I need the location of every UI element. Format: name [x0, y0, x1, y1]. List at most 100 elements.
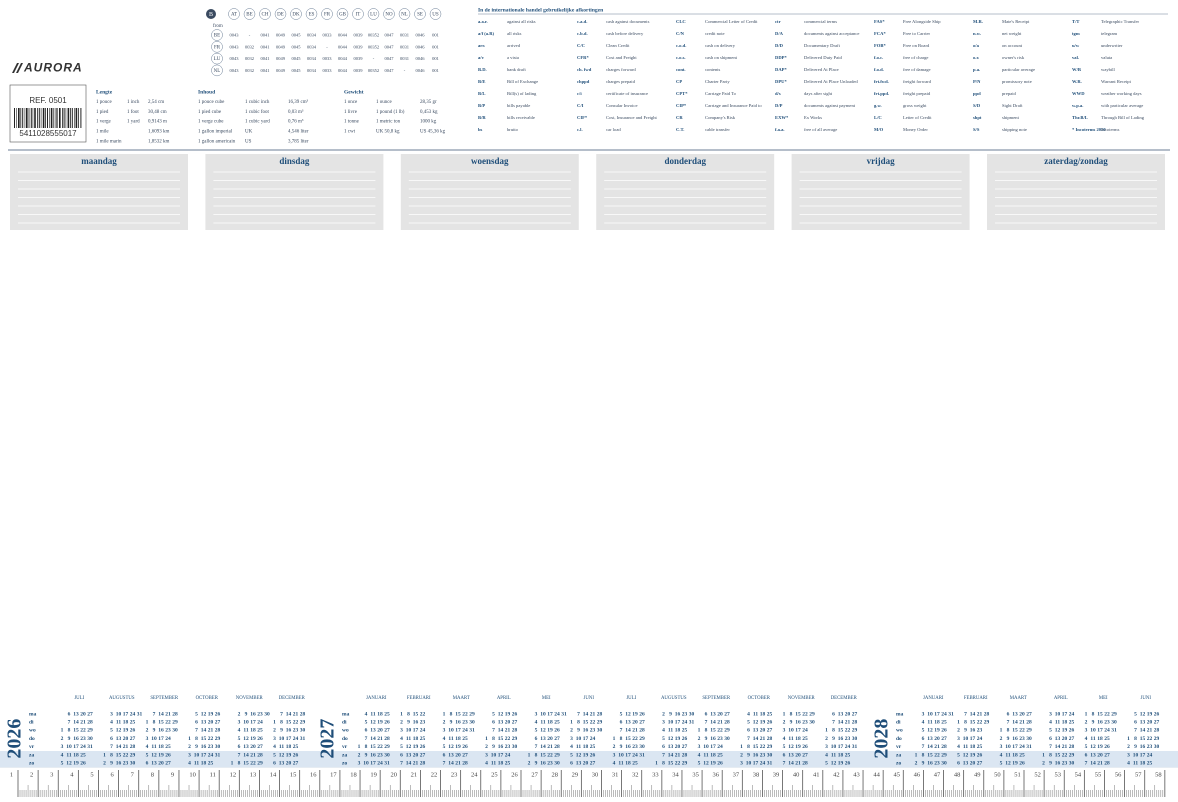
day-number: 19	[158, 752, 164, 758]
logo-stroke	[12, 63, 19, 73]
conversion-cell: 0,03 m³	[288, 109, 304, 115]
day-number: 8	[407, 711, 410, 717]
day-number: 27	[1069, 736, 1075, 742]
abbreviation-meaning: Delivered At Place Unloaded	[804, 79, 858, 84]
day-number: 1	[698, 728, 701, 734]
day-number: 28	[420, 760, 426, 766]
day-number: 15	[625, 736, 631, 742]
day-number: 25	[590, 744, 596, 750]
day-number: 28	[597, 711, 603, 717]
barcode-bar	[32, 108, 34, 128]
day-number: 19	[632, 711, 638, 717]
conversion-cell: 1 verge cube	[198, 120, 224, 125]
ruler-label-box	[992, 770, 1002, 779]
ruler-number: 11	[210, 771, 216, 778]
day-number: 19	[710, 760, 716, 766]
day-number: 31	[1111, 728, 1117, 734]
month-name: JUNI	[1141, 696, 1152, 701]
conversion-cell: UK	[245, 130, 253, 135]
day-number: 2	[238, 711, 241, 717]
country-to: B	[209, 12, 213, 18]
day-number: 16	[158, 728, 164, 734]
day-number: 5	[238, 736, 241, 742]
day-number: 20	[760, 728, 766, 734]
day-number: 15	[455, 711, 461, 717]
conversion-cell: 0,9143 m	[148, 120, 167, 125]
day-number: 21	[1097, 760, 1103, 766]
abbreviation-meaning: documents against payment	[804, 103, 856, 108]
day-number: 15	[1097, 711, 1103, 717]
day-number: 6	[783, 752, 786, 758]
day-number: 22	[1062, 752, 1068, 758]
abbreviation-meaning: valuta	[1101, 55, 1112, 60]
day-number: 27	[554, 736, 560, 742]
day-number: 3	[1049, 711, 1052, 717]
day-number: 18	[73, 752, 79, 758]
day-number: 29	[852, 728, 858, 734]
day-number: 25	[384, 711, 390, 717]
barcode-bar	[70, 108, 71, 128]
abbreviation: C.T.	[676, 127, 684, 132]
abbreviation: M/O	[874, 127, 884, 132]
month-name: APRIL	[497, 696, 511, 701]
abbreviation-meaning: telegram	[1101, 31, 1117, 36]
abbreviation-meaning: against all risks	[507, 19, 536, 24]
day-number: 12	[201, 711, 207, 717]
day-number: 20	[286, 760, 292, 766]
day-number: 14	[406, 760, 412, 766]
day-number: 26	[1154, 711, 1160, 717]
day-number: 18	[838, 752, 844, 758]
day-number: 19	[547, 728, 553, 734]
day-number: 21	[590, 711, 596, 717]
abbreviation: FAS*	[874, 19, 885, 24]
day-number: 18	[377, 711, 383, 717]
barcode-bar	[45, 108, 46, 128]
dial-code: 001	[432, 68, 439, 73]
day-number: 3	[825, 744, 828, 750]
day-number: 26	[384, 719, 390, 725]
day-number: 8	[195, 736, 198, 742]
month-name: FEBRUARI	[964, 696, 988, 701]
day-number: 18	[760, 711, 766, 717]
day-label: di	[342, 719, 347, 725]
day-number: 26	[80, 760, 86, 766]
conversion-cell: 30,48 cm	[148, 110, 167, 115]
day-number: 21	[1019, 719, 1025, 725]
abbreviation: T/T	[1072, 19, 1079, 24]
day-number: 23	[977, 728, 983, 734]
abbreviation-meaning: Through Bill of Lading	[1101, 115, 1145, 120]
day-number: 23	[420, 719, 426, 725]
dial-code: 0049	[276, 56, 286, 61]
abbreviation: bs	[478, 127, 483, 132]
ruler-number: 2	[30, 771, 33, 778]
day-number: 27	[1154, 719, 1160, 725]
barcode-bar	[34, 108, 36, 128]
day-number: 14	[788, 760, 794, 766]
day-number: 26	[941, 728, 947, 734]
day-number: 2	[915, 760, 918, 766]
day-number: 23	[1104, 719, 1110, 725]
ruler-label-box	[630, 770, 640, 779]
abbreviation: ch. fwd	[577, 67, 592, 72]
ruler-label-box	[248, 770, 258, 779]
day-number: 21	[1062, 744, 1068, 750]
day-label: do	[896, 736, 902, 742]
day-number: 1	[957, 719, 960, 725]
day-number: 10	[1005, 744, 1011, 750]
day-number: 7	[238, 752, 241, 758]
day-number: 5	[620, 711, 623, 717]
day-number: 5	[698, 760, 701, 766]
day-number: 1	[273, 719, 276, 725]
abbreviation: frt.fwd.	[874, 79, 889, 84]
day-number: 6	[238, 744, 241, 750]
day-number: 10	[279, 736, 285, 742]
day-number: 31	[852, 744, 858, 750]
day-number: 5	[1085, 744, 1088, 750]
abbreviation: DAP*	[775, 67, 787, 72]
dial-code: 001	[432, 44, 439, 49]
day-number: 3	[1085, 728, 1088, 734]
country-code: LU	[214, 57, 221, 62]
day-number: 31	[639, 752, 645, 758]
